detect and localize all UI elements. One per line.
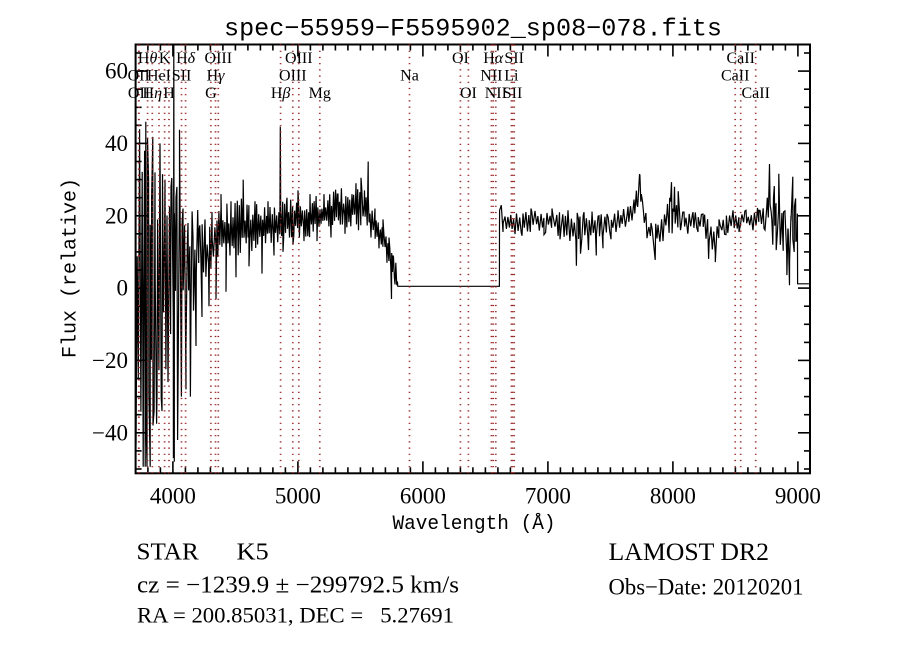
svg-text:Hθ: Hθ bbox=[138, 50, 158, 67]
svg-text:Hβ: Hβ bbox=[271, 85, 291, 102]
svg-text:7000: 7000 bbox=[525, 484, 571, 509]
svg-text:RA = 200.85031, DEC = 5.2769: RA = 200.85031, DEC = 5.27691 bbox=[137, 603, 454, 628]
svg-text:40: 40 bbox=[105, 131, 128, 156]
svg-text:Flux (relative): Flux (relative) bbox=[60, 178, 83, 358]
svg-text:K5: K5 bbox=[237, 539, 269, 566]
svg-text:Mg: Mg bbox=[309, 85, 331, 102]
svg-text:cz = −1239.9 ± −299792.5 km/s: cz = −1239.9 ± −299792.5 km/s bbox=[137, 573, 459, 599]
svg-text:Hα: Hα bbox=[483, 50, 504, 67]
svg-text:OI: OI bbox=[452, 50, 469, 67]
svg-text:Hγ: Hγ bbox=[207, 68, 226, 85]
svg-text:60: 60 bbox=[105, 59, 128, 84]
svg-text:SII: SII bbox=[172, 68, 192, 85]
svg-text:SII: SII bbox=[504, 50, 524, 67]
svg-text:20: 20 bbox=[105, 203, 128, 228]
svg-text:OIII: OIII bbox=[279, 68, 307, 85]
svg-text:9000: 9000 bbox=[775, 484, 821, 509]
svg-text:−20: −20 bbox=[92, 348, 128, 373]
svg-text:K: K bbox=[159, 50, 171, 67]
svg-text:G: G bbox=[205, 85, 217, 102]
svg-text:HeI: HeI bbox=[147, 68, 171, 85]
svg-text:OI: OI bbox=[460, 85, 477, 102]
svg-text:Na: Na bbox=[400, 68, 419, 85]
svg-text:5000: 5000 bbox=[275, 484, 321, 509]
svg-text:0: 0 bbox=[117, 276, 129, 301]
svg-text:CaII: CaII bbox=[726, 50, 754, 67]
svg-text:SII: SII bbox=[503, 85, 523, 102]
svg-text:H: H bbox=[163, 85, 175, 102]
svg-text:Hδ: Hδ bbox=[176, 50, 196, 67]
svg-text:CaII: CaII bbox=[721, 68, 749, 85]
svg-text:OII: OII bbox=[128, 68, 150, 85]
svg-text:−40: −40 bbox=[92, 420, 128, 445]
svg-text:STAR: STAR bbox=[137, 539, 200, 566]
svg-text:6000: 6000 bbox=[400, 484, 446, 509]
svg-text:NII: NII bbox=[480, 68, 502, 85]
svg-text:NII: NII bbox=[485, 85, 507, 102]
svg-text:4000: 4000 bbox=[150, 484, 196, 509]
svg-text:Obs−Date: 20120201: Obs−Date: 20120201 bbox=[609, 575, 804, 600]
svg-text:8000: 8000 bbox=[650, 484, 696, 509]
svg-text:Li: Li bbox=[504, 68, 519, 85]
svg-text:CaII: CaII bbox=[741, 85, 769, 102]
svg-text:OIII: OIII bbox=[285, 50, 313, 67]
svg-text:Wavelength (Å): Wavelength (Å) bbox=[393, 513, 556, 536]
svg-text:LAMOST DR2: LAMOST DR2 bbox=[609, 537, 770, 566]
svg-text:OIII: OIII bbox=[205, 50, 233, 67]
svg-text:OII: OII bbox=[128, 85, 150, 102]
svg-text:Hη: Hη bbox=[143, 85, 163, 102]
svg-text:spec−55959−F5595902_sp08−078.f: spec−55959−F5595902_sp08−078.fits bbox=[224, 15, 722, 44]
